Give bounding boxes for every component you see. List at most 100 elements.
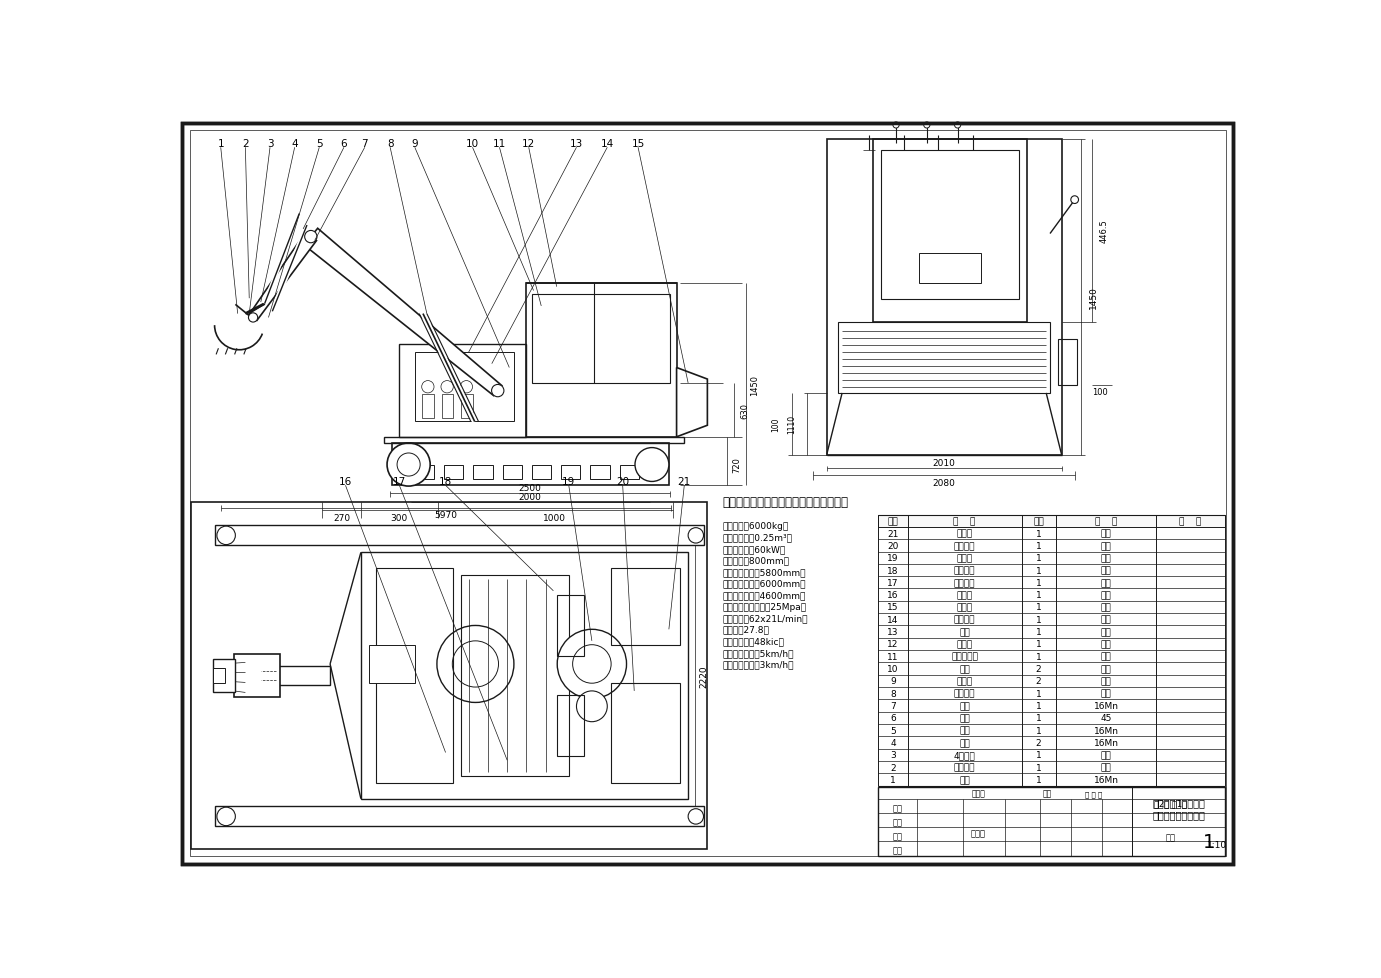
Text: 1: 1 — [1036, 750, 1041, 760]
Bar — [214, 807, 703, 825]
Text: 1: 1 — [1036, 541, 1041, 551]
Polygon shape — [677, 368, 707, 437]
Bar — [557, 695, 584, 757]
Text: 16Mn: 16Mn — [1094, 701, 1119, 710]
Text: 标准: 标准 — [1101, 664, 1112, 674]
Text: 最低行走速度：3km/h；: 最低行走速度：3km/h； — [722, 660, 794, 669]
Text: 4: 4 — [891, 738, 896, 747]
Text: 2220: 2220 — [700, 664, 708, 688]
Text: 17: 17 — [887, 578, 899, 587]
Text: 15: 15 — [631, 139, 645, 149]
Text: 2080: 2080 — [932, 479, 956, 488]
Text: 1: 1 — [1036, 529, 1041, 538]
Text: 1: 1 — [1036, 602, 1041, 612]
Text: 16Mn: 16Mn — [1094, 738, 1119, 747]
Text: 扶手: 扶手 — [960, 664, 969, 674]
Text: 14: 14 — [887, 615, 899, 624]
Text: 最大行走速度：5km/h；: 最大行走速度：5km/h； — [722, 648, 794, 657]
Text: 1450: 1450 — [750, 375, 758, 395]
Bar — [557, 595, 584, 656]
Text: 1: 1 — [1036, 615, 1041, 624]
Text: 行走总成: 行走总成 — [954, 615, 975, 624]
Text: 标准: 标准 — [1101, 541, 1112, 551]
Text: 发动机: 发动机 — [957, 602, 972, 612]
Bar — [532, 466, 551, 479]
Bar — [920, 253, 981, 285]
Bar — [526, 284, 677, 437]
Polygon shape — [360, 553, 688, 799]
Text: 摇臂: 摇臂 — [960, 738, 969, 747]
Bar — [376, 568, 453, 783]
Bar — [392, 443, 668, 486]
Circle shape — [688, 528, 703, 544]
Bar — [532, 294, 670, 383]
Text: 标准斗容量：0.25m³；: 标准斗容量：0.25m³； — [722, 533, 793, 542]
Text: 铲斗: 铲斗 — [960, 726, 969, 734]
Text: 3: 3 — [267, 139, 273, 149]
Text: 100: 100 — [1092, 387, 1108, 396]
Circle shape — [305, 231, 318, 244]
Circle shape — [576, 691, 608, 722]
Text: 斗杆: 斗杆 — [960, 776, 969, 784]
Text: 2: 2 — [1036, 664, 1041, 674]
Text: 630: 630 — [740, 402, 750, 419]
Bar — [369, 645, 414, 684]
Text: 比例: 比例 — [1166, 833, 1175, 842]
Text: 1: 1 — [1036, 591, 1041, 600]
Text: 设计: 设计 — [892, 845, 903, 854]
Bar — [873, 140, 1027, 323]
Bar — [838, 323, 1050, 393]
Text: 446.5: 446.5 — [1101, 219, 1109, 244]
Bar — [442, 395, 453, 419]
Text: 4杆油缸: 4杆油缸 — [954, 750, 975, 760]
Text: 液压系统工作压力：25Mpa；: 液压系统工作压力：25Mpa； — [722, 602, 807, 611]
Text: 底板: 底板 — [960, 628, 969, 637]
Text: 720: 720 — [733, 457, 742, 473]
Text: 车用发成: 车用发成 — [954, 541, 975, 551]
Circle shape — [924, 123, 929, 129]
Text: 100: 100 — [772, 417, 780, 431]
Text: 整机质量：6000kg；: 整机质量：6000kg； — [722, 521, 789, 530]
Bar — [213, 659, 235, 692]
Text: 最大牵引力：48kic；: 最大牵引力：48kic； — [722, 637, 784, 645]
Text: 燃油箱: 燃油箱 — [957, 591, 972, 600]
Text: 6: 6 — [341, 139, 347, 149]
Text: 审核: 审核 — [892, 818, 903, 826]
Circle shape — [557, 630, 627, 699]
Text: 标准: 标准 — [1101, 750, 1112, 760]
Text: 14: 14 — [601, 139, 615, 149]
Circle shape — [894, 123, 899, 129]
Text: 7: 7 — [362, 139, 369, 149]
Text: 1: 1 — [1036, 640, 1041, 648]
Bar — [620, 466, 639, 479]
Circle shape — [635, 448, 668, 482]
Text: 20: 20 — [887, 541, 899, 551]
Bar — [474, 466, 493, 479]
Text: 小型及铲式单斗液压: 小型及铲式单斗液压 — [1152, 798, 1206, 808]
Bar — [445, 466, 463, 479]
Text: 16: 16 — [887, 591, 899, 600]
Text: 驾驶室: 驾驶室 — [957, 640, 972, 648]
Text: 2: 2 — [242, 139, 249, 149]
Text: 300: 300 — [391, 513, 407, 522]
Text: 最大卸载高度：4600mm；: 最大卸载高度：4600mm； — [722, 591, 807, 600]
Text: 3: 3 — [891, 750, 896, 760]
Text: 年 月 日: 年 月 日 — [1085, 790, 1102, 797]
Text: 18: 18 — [887, 566, 899, 575]
Text: 6: 6 — [891, 714, 896, 723]
Text: 2500: 2500 — [519, 484, 541, 493]
Circle shape — [1070, 197, 1079, 204]
Text: 21: 21 — [678, 476, 690, 486]
Text: 17: 17 — [392, 476, 406, 486]
Text: 发动机功率：60kW；: 发动机功率：60kW； — [722, 545, 786, 554]
Text: 2: 2 — [891, 763, 896, 772]
Text: 校对: 校对 — [892, 831, 903, 840]
Text: 270: 270 — [333, 513, 351, 522]
Text: 1: 1 — [891, 776, 896, 784]
Text: 标准: 标准 — [1101, 529, 1112, 538]
Bar — [233, 654, 280, 697]
Text: 10: 10 — [887, 664, 899, 674]
Text: 45: 45 — [1101, 714, 1112, 723]
Text: 1: 1 — [1036, 726, 1041, 734]
Text: 工艺: 工艺 — [892, 804, 903, 813]
